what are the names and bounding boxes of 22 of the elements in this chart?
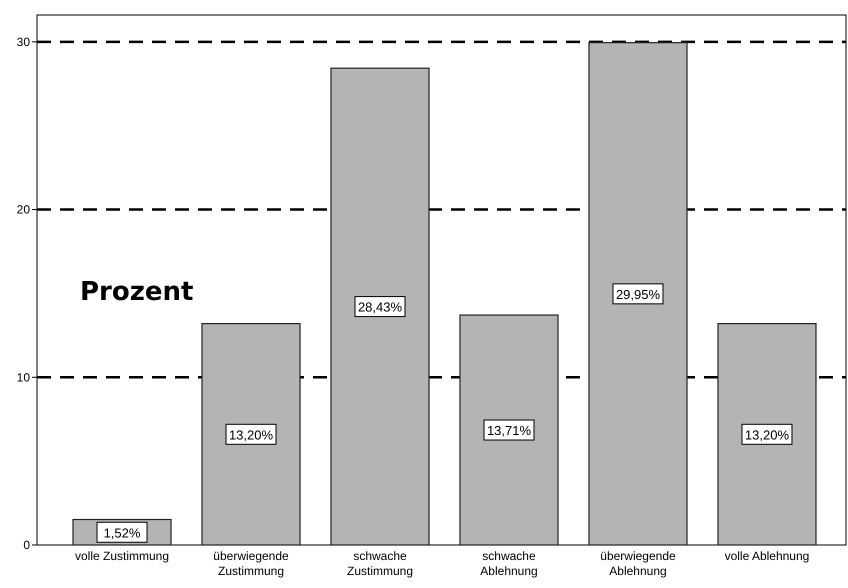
x-tick-label: schwache Ablehnung [480,549,538,578]
bar [459,314,559,546]
data-label: 29,95% [616,286,660,302]
y-tick-label: 0 [23,538,30,552]
data-label: 28,43% [358,300,402,315]
y-axis-title: Prozent [80,277,194,307]
x-tick-label: volle Zustimmung [75,549,170,563]
x-tick-label: volle Ablehnung [724,549,810,563]
bar [330,68,430,546]
y-tick-label: 30 [16,34,30,49]
y-tick-label: 10 [16,370,30,384]
data-label: 13,20% [228,427,274,442]
bar [588,42,688,546]
x-tick-label: überwiegende Ablehnung [600,549,676,578]
x-tick-label: schwache Zustimmung [346,549,414,578]
bar [201,323,301,546]
data-label: 13,20% [744,427,790,442]
data-label: 13,71% [486,423,532,438]
data-label: 1,52% [104,525,141,540]
y-tick-label: 20 [16,202,30,217]
x-tick-label: überwiegende Zustimmung [213,549,290,578]
bar [717,323,817,546]
